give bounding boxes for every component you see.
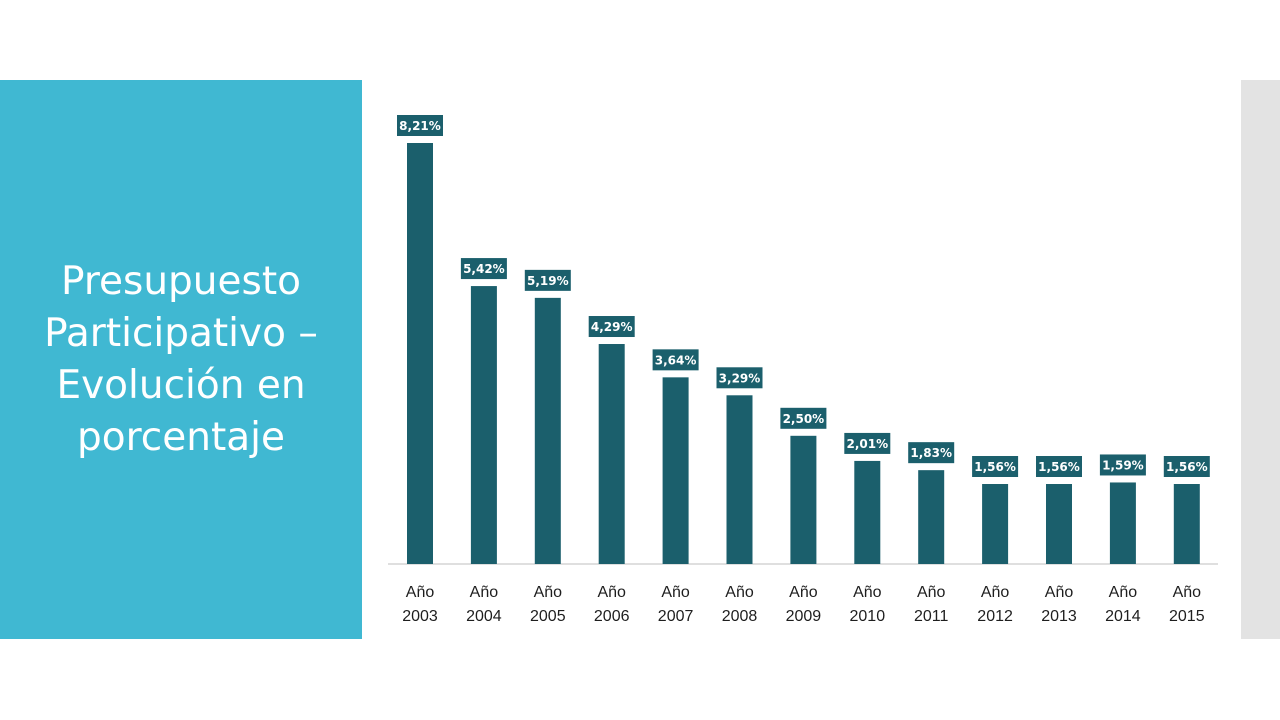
x-tick-label: Año (1109, 584, 1138, 601)
data-label: 1,83% (910, 446, 952, 460)
x-tick-label: Año (725, 584, 754, 601)
data-label-box (716, 367, 763, 389)
x-tick-label: 2006 (594, 608, 630, 625)
x-tick-label: 2011 (914, 608, 949, 625)
x-tick-label: Año (470, 584, 499, 601)
bar (726, 395, 753, 564)
data-label-box (460, 258, 507, 280)
data-label-box (1099, 454, 1146, 476)
x-tick-label: Año (534, 584, 563, 601)
x-tick-label: Año (789, 584, 818, 601)
slide-title: Presupuesto Participativo – Evolución en… (44, 258, 318, 460)
data-label: 1,56% (1166, 460, 1208, 474)
x-tick-label: 2004 (466, 608, 502, 625)
data-label: 2,01% (846, 437, 888, 451)
data-label-box (1036, 456, 1082, 478)
x-tick-label: 2010 (850, 608, 886, 625)
x-tick-label: Año (406, 584, 435, 601)
title-panel: Presupuesto Participativo – Evolución en… (0, 80, 362, 639)
data-label-box (397, 115, 443, 136)
x-tick-label: 2015 (1169, 608, 1205, 625)
data-label-box (908, 442, 955, 464)
x-tick-label: 2005 (530, 608, 566, 625)
x-tick-label: 2007 (658, 608, 694, 625)
data-label-box (972, 456, 1019, 478)
bar (854, 460, 881, 564)
data-label-box (1163, 456, 1210, 478)
x-tick-label: 2012 (977, 608, 1013, 625)
bar (1046, 484, 1072, 564)
x-tick-label: 2013 (1041, 608, 1077, 625)
data-label-box (780, 407, 827, 429)
data-label-box (524, 269, 571, 291)
data-label: 2,50% (783, 412, 825, 426)
bar (407, 143, 433, 564)
x-tick-label: Año (1045, 584, 1074, 601)
data-label: 4,29% (591, 320, 633, 334)
bar (1173, 484, 1200, 564)
bar (918, 470, 945, 564)
x-tick-label: Año (661, 584, 690, 601)
x-tick-label: Año (853, 584, 882, 601)
x-tick-label: 2003 (402, 608, 438, 625)
bar (470, 286, 497, 564)
x-tick-label: 2009 (786, 608, 822, 625)
x-tick-label: 2014 (1105, 608, 1141, 625)
data-label: 3,64% (655, 353, 697, 367)
data-label: 8,21% (399, 119, 441, 133)
bar (598, 344, 625, 564)
x-tick-label: 2008 (722, 608, 758, 625)
right-accent-band (1241, 80, 1280, 639)
data-label: 1,56% (974, 460, 1016, 474)
data-label: 3,29% (719, 371, 761, 385)
x-tick-label: Año (597, 584, 626, 601)
data-label-box (588, 316, 635, 338)
bar (790, 435, 817, 564)
x-tick-label: Año (981, 584, 1010, 601)
data-label-box (844, 432, 891, 454)
bar (662, 377, 689, 564)
bar (534, 297, 561, 564)
x-tick-label: Año (1173, 584, 1202, 601)
data-label: 1,56% (1038, 460, 1080, 474)
data-label: 1,59% (1102, 458, 1144, 472)
data-label-box (652, 349, 699, 371)
bar (1109, 482, 1136, 564)
bar (982, 484, 1009, 564)
data-label: 5,19% (527, 274, 569, 288)
data-label: 5,42% (463, 262, 505, 276)
x-tick-label: Año (917, 584, 946, 601)
